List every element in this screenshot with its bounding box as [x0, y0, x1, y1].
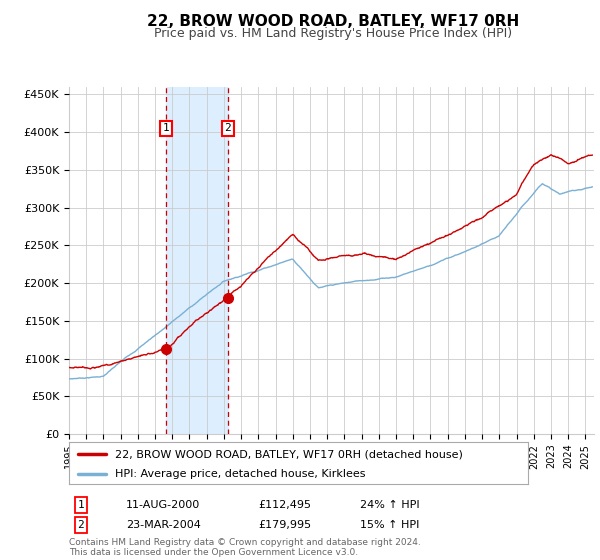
- Text: 2: 2: [224, 123, 231, 133]
- Text: £179,995: £179,995: [258, 520, 311, 530]
- Text: 23-MAR-2004: 23-MAR-2004: [126, 520, 201, 530]
- Text: HPI: Average price, detached house, Kirklees: HPI: Average price, detached house, Kirk…: [115, 469, 365, 479]
- Text: Price paid vs. HM Land Registry's House Price Index (HPI): Price paid vs. HM Land Registry's House …: [154, 27, 512, 40]
- Text: £112,495: £112,495: [258, 500, 311, 510]
- Text: 22, BROW WOOD ROAD, BATLEY, WF17 0RH (detached house): 22, BROW WOOD ROAD, BATLEY, WF17 0RH (de…: [115, 449, 463, 459]
- Text: 11-AUG-2000: 11-AUG-2000: [126, 500, 200, 510]
- Text: 2: 2: [77, 520, 85, 530]
- Bar: [166, 87, 228, 434]
- Text: Contains HM Land Registry data © Crown copyright and database right 2024.
This d: Contains HM Land Registry data © Crown c…: [69, 538, 421, 557]
- Text: 22, BROW WOOD ROAD, BATLEY, WF17 0RH: 22, BROW WOOD ROAD, BATLEY, WF17 0RH: [147, 14, 519, 29]
- Text: 24% ↑ HPI: 24% ↑ HPI: [360, 500, 419, 510]
- Text: 1: 1: [163, 123, 169, 133]
- Text: 1: 1: [77, 500, 85, 510]
- Text: 15% ↑ HPI: 15% ↑ HPI: [360, 520, 419, 530]
